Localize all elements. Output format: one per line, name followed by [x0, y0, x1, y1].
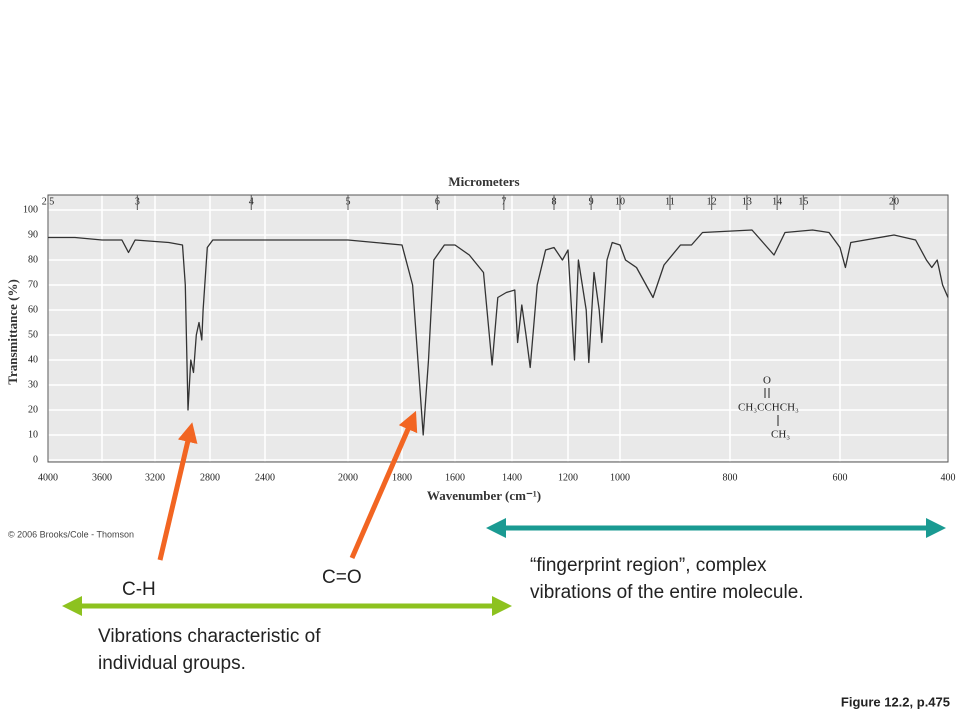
annotation: individual groups.: [98, 653, 246, 674]
atom-label: CH₃: [771, 429, 790, 441]
x-axis-label: Wavenumber (cm⁻¹): [427, 488, 541, 503]
x-tick-label: 2400: [255, 472, 275, 483]
y-tick-label: 50: [28, 329, 38, 340]
x-tick-label: 800: [723, 472, 738, 483]
arrow: [349, 410, 418, 559]
y-tick-label: 90: [28, 229, 38, 240]
figure-reference: Figure 12.2, p.475: [841, 694, 950, 709]
y-axis-label: Transmittance (%): [5, 279, 20, 385]
x-tick-label: 400: [941, 472, 956, 483]
x-tick-label: 4000: [38, 472, 58, 483]
annotation: Vibrations characteristic of: [98, 626, 321, 647]
plot-frame: [47, 194, 949, 463]
molecule: O CH₃CCHCH₃ CH₃: [738, 375, 799, 441]
spectrum-line: [48, 229, 949, 436]
x-tick-label: 1200: [558, 472, 578, 483]
y-tick-label: 40: [28, 354, 38, 365]
x-tick-label: 1000: [610, 472, 630, 483]
x-tick-label: 1400: [502, 472, 522, 483]
x-tick-label: 1800: [392, 472, 412, 483]
arrow: [157, 422, 198, 561]
x-tick-label: 2000: [338, 472, 358, 483]
y-tick-label: 80: [28, 254, 38, 265]
copyright: © 2006 Brooks/Cole - Thomson: [8, 529, 134, 539]
y-tick-label: 30: [28, 379, 38, 390]
y-tick-label: 10: [28, 429, 38, 440]
annotation: C-H: [122, 579, 156, 600]
x-tick-label: 1600: [445, 472, 465, 483]
atom-label: CH₃CCHCH₃: [738, 402, 799, 414]
y-tick-label: 0: [33, 454, 38, 465]
y-tick-label: 20: [28, 404, 38, 415]
atom-label: O: [763, 375, 771, 387]
annotation: “fingerprint region”, complex: [530, 555, 767, 576]
y-tick-label: 60: [28, 304, 38, 315]
y-tick-label: 70: [28, 279, 38, 290]
x-tick-label: 600: [833, 472, 848, 483]
annotation: C=O: [322, 567, 362, 588]
x-tick-label: 3600: [92, 472, 112, 483]
x-tick-label: 3200: [145, 472, 165, 483]
annotation: vibrations of the entire molecule.: [530, 582, 804, 603]
x-tick-label: 2800: [200, 472, 220, 483]
x2-axis-label: Micrometers: [448, 174, 519, 189]
y-tick-label: 100: [23, 204, 38, 215]
